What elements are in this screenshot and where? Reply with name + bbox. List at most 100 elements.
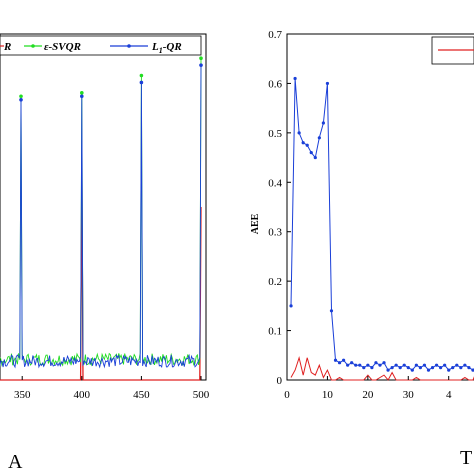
left-series-group — [0, 56, 203, 381]
right-series-point — [386, 368, 390, 372]
right-series-point — [455, 363, 459, 367]
legend-label-esvqr: ε-SVQR — [44, 41, 81, 53]
left-legend: R ε-SVQR L1-QR — [0, 35, 202, 56]
right-series-point — [325, 81, 330, 86]
right-y-tick-label: 0.6 — [268, 78, 282, 90]
right-series-line — [290, 355, 474, 381]
right-series-point — [293, 76, 297, 81]
left-x-tick-label: 400 — [74, 389, 91, 401]
right-series-point — [414, 363, 418, 367]
right-y-tick-label: 0.1 — [268, 326, 282, 338]
left-series-point — [80, 91, 84, 95]
left-series-point — [80, 94, 84, 99]
right-series-point — [289, 304, 293, 308]
legend-l1-tail: -QR — [163, 41, 182, 53]
right-series-point — [402, 363, 406, 367]
right-series-group — [289, 76, 474, 381]
right-legend — [431, 36, 474, 65]
right-series-point — [422, 363, 427, 367]
left-legend-box — [0, 35, 202, 56]
right-plot-frame — [286, 33, 474, 381]
right-series-point — [358, 363, 362, 367]
right-series-point — [366, 363, 370, 367]
right-series-point — [451, 366, 455, 370]
right-x-tick-label: 4 — [446, 389, 452, 401]
left-series-line — [0, 65, 202, 369]
left-series-point — [199, 56, 203, 61]
right-series-point — [459, 366, 463, 370]
right-series-point — [350, 361, 354, 365]
right-series-point — [410, 368, 414, 372]
legend-marker-esvqr — [31, 44, 35, 48]
right-series-point — [382, 361, 386, 365]
left-series-point — [139, 73, 144, 78]
right-series-point — [341, 358, 346, 362]
right-series-point — [430, 366, 435, 370]
right-series-point — [447, 368, 451, 372]
right-series-point — [471, 368, 474, 372]
right-series-point — [390, 366, 394, 370]
right-series-point — [313, 155, 317, 160]
right-series-point — [317, 136, 321, 140]
left-series-line — [0, 58, 202, 367]
right-series-point — [418, 366, 423, 370]
left-panel: 300350400450500 R ε-SVQR L1-QR A — [0, 33, 210, 473]
right-series-point — [309, 151, 313, 155]
legend-l1-sub: 1 — [159, 46, 163, 55]
panel-label-a: A — [8, 451, 23, 473]
right-x-tick-label: 10 — [322, 389, 334, 401]
right-series-point — [297, 131, 301, 135]
right-series-point — [434, 363, 439, 367]
legend-marker-l1qr — [127, 44, 131, 48]
right-series-point — [426, 368, 431, 372]
right-x-ticks: 0 10 20 30 4 — [284, 376, 452, 401]
right-series-point — [394, 363, 398, 367]
right-series-point — [439, 366, 443, 370]
right-series-point — [463, 363, 467, 367]
right-series-point — [362, 366, 366, 370]
right-series-point — [398, 366, 402, 370]
right-y-tick-label: 0 — [277, 375, 283, 387]
left-x-tick-label: 350 — [14, 389, 31, 401]
right-series-point — [305, 143, 309, 147]
right-series-point — [337, 361, 342, 365]
left-series-point — [199, 63, 203, 67]
right-y-ticks: 0 0.1 0.2 0.3 0.4 0.5 0.6 0.7 — [268, 29, 291, 387]
right-y-tick-label: 0.2 — [268, 276, 282, 288]
right-series-point — [370, 366, 374, 370]
panel-label-t: T — [460, 447, 472, 469]
right-series-point — [378, 363, 382, 367]
right-y-tick-label: 0.5 — [268, 128, 282, 140]
left-series-point — [19, 97, 23, 102]
left-x-tick-label: 500 — [193, 389, 210, 401]
left-x-tick-label: 450 — [133, 389, 150, 401]
right-x-tick-label: 0 — [284, 389, 290, 401]
left-plot-frame — [0, 33, 207, 381]
right-series-point — [406, 366, 410, 370]
right-y-tick-label: 0.4 — [268, 177, 282, 189]
right-series-line — [290, 78, 474, 371]
right-y-tick-label: 0.3 — [268, 227, 282, 239]
right-series-point — [354, 363, 358, 367]
right-series-point — [301, 141, 305, 145]
right-x-tick-label: 20 — [362, 389, 374, 401]
legend-label-l1qr: L1-QR — [151, 41, 182, 55]
right-series-point — [467, 366, 471, 370]
right-series-point — [333, 358, 338, 362]
left-x-ticks: 300350400450500 — [14, 376, 210, 401]
legend-label-r: R — [3, 41, 11, 53]
legend-l1-main: L — [151, 41, 159, 53]
left-series-line — [0, 172, 202, 381]
right-y-axis-label: AEE — [250, 213, 261, 234]
right-x-tick-label: 30 — [403, 389, 415, 401]
right-series-point — [321, 121, 325, 125]
right-y-tick-label: 0.7 — [268, 29, 282, 41]
right-series-point — [329, 309, 334, 313]
left-series-point — [19, 94, 23, 99]
right-series-point — [346, 363, 350, 367]
right-series-point — [374, 361, 378, 365]
right-series-point — [443, 363, 447, 367]
left-series-point — [139, 80, 144, 85]
right-panel: 0 0.1 0.2 0.3 0.4 0.5 0.6 0.7 0 10 20 30 4 AEE T — [250, 29, 474, 469]
